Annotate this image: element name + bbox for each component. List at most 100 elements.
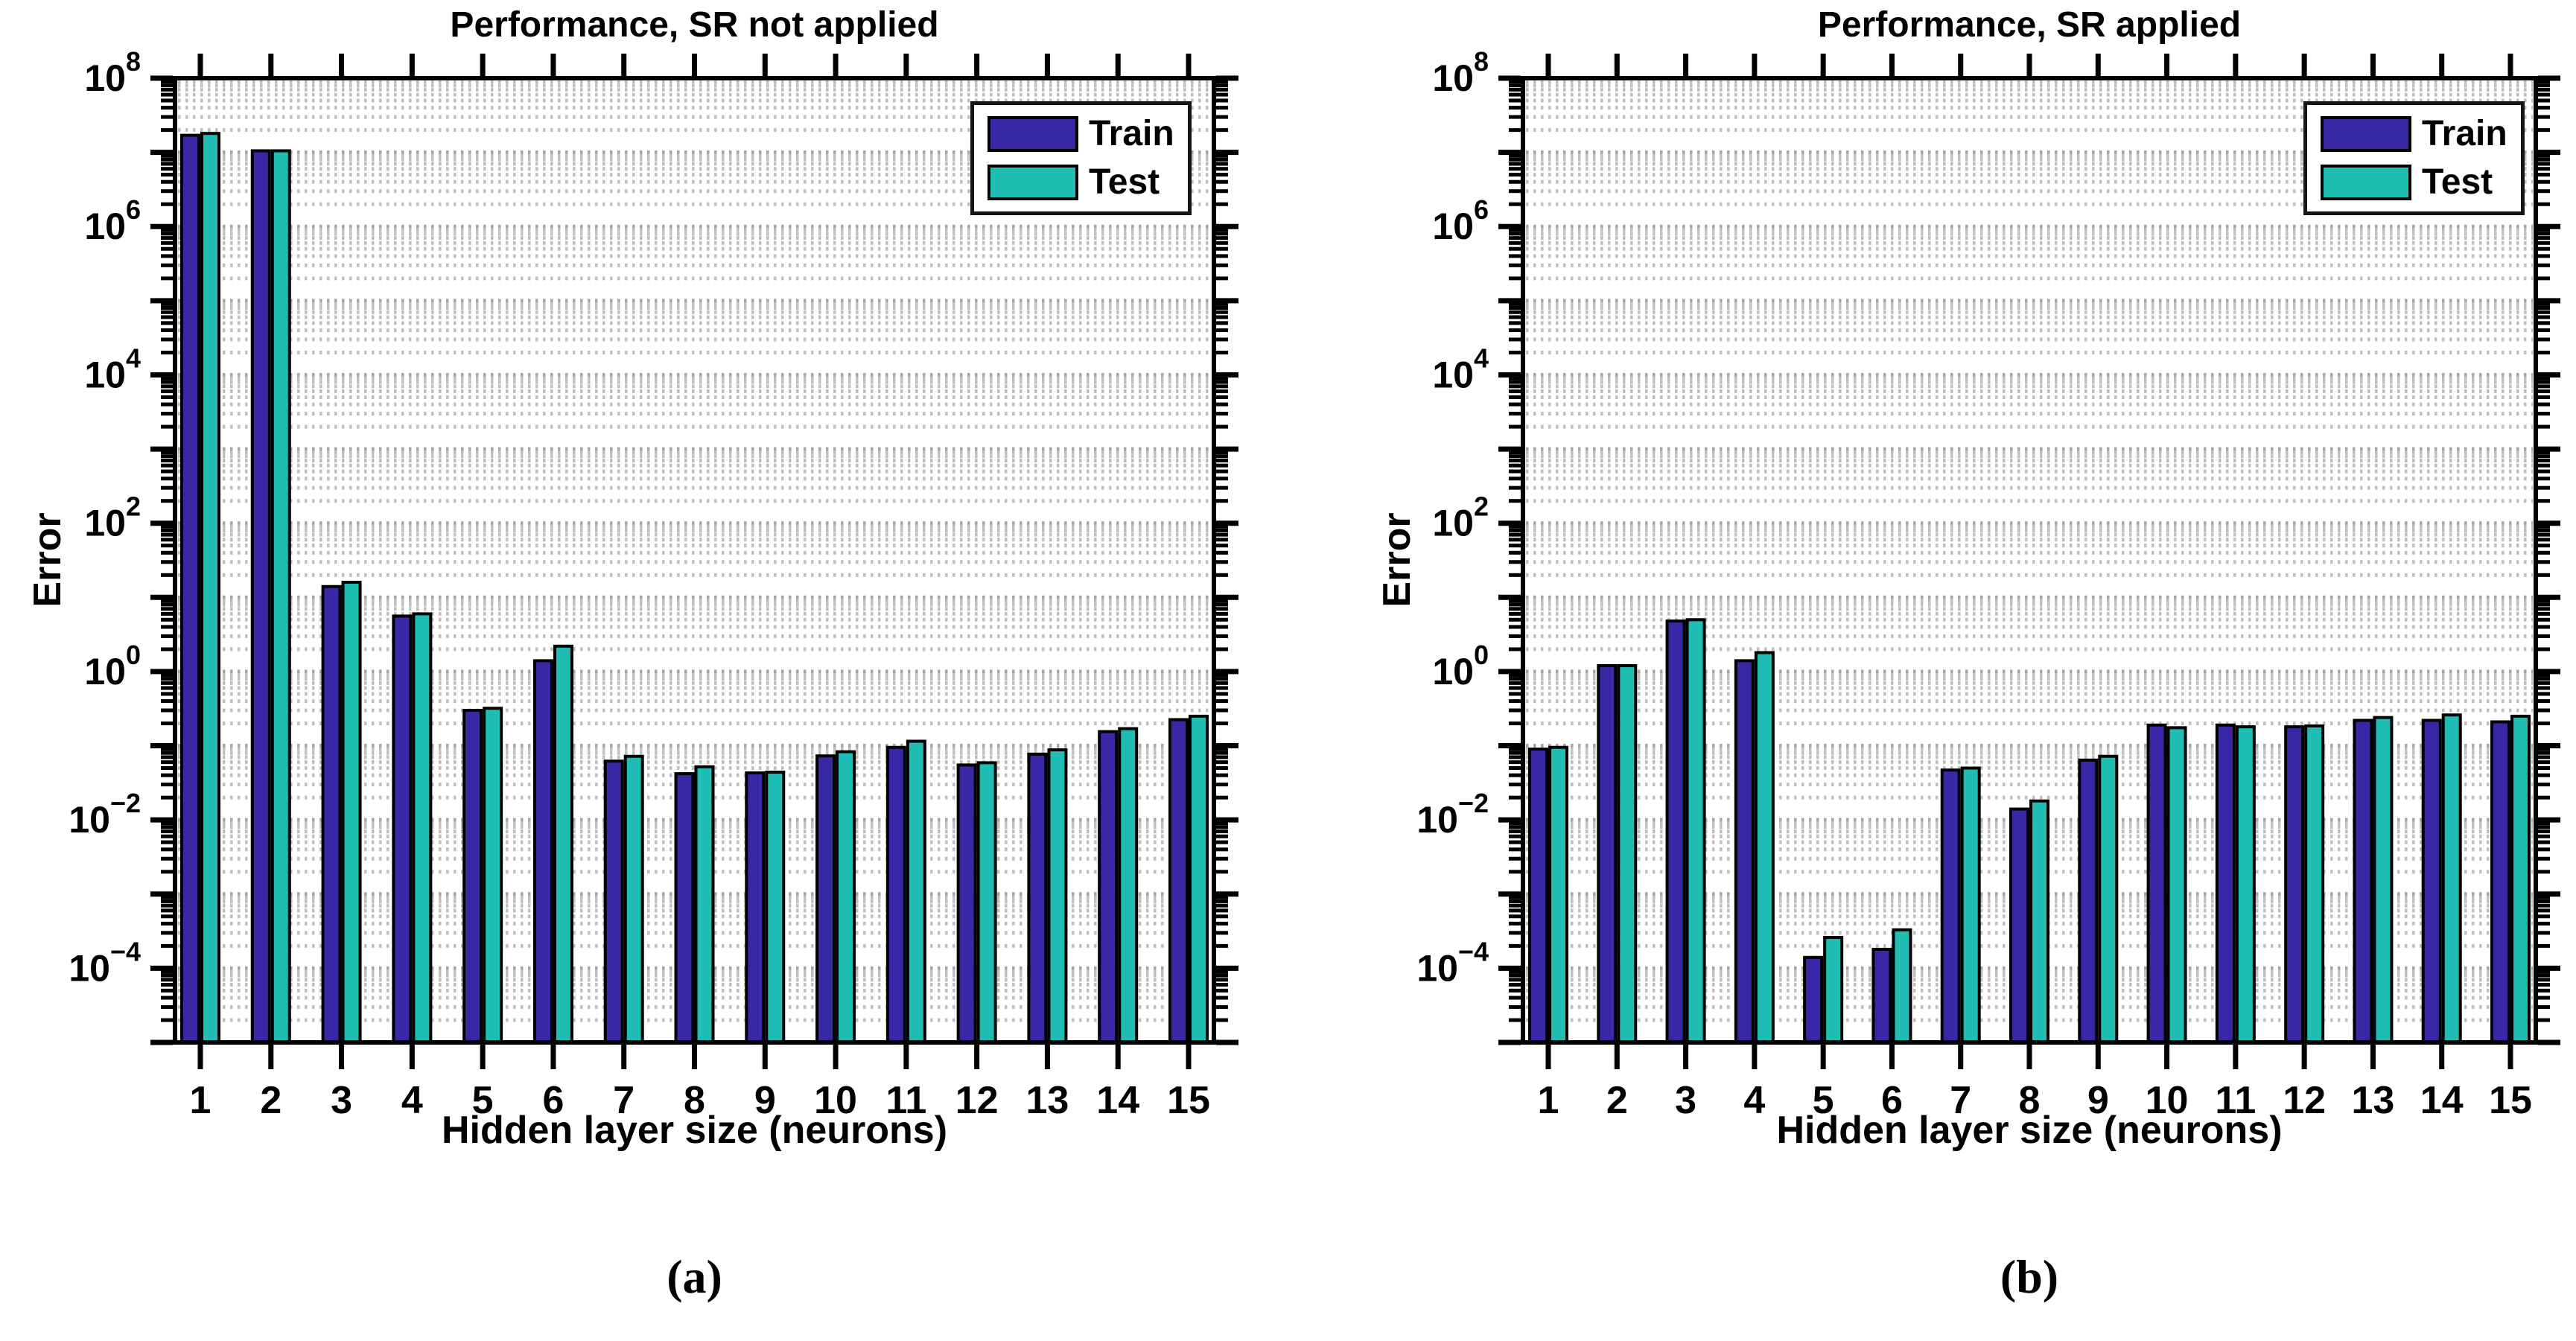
bar-test-14 — [1118, 727, 1139, 1044]
legend-label-test: Test — [2422, 162, 2493, 202]
plot-box — [1521, 76, 2538, 1045]
x-tick-label: 4 — [1743, 1079, 1765, 1122]
x-tick-label: 15 — [1167, 1079, 1210, 1122]
bar-train-15 — [2490, 720, 2510, 1045]
x-tick-label: 2 — [260, 1079, 282, 1122]
bar-test-8 — [2029, 799, 2049, 1044]
x-tick-label: 1 — [190, 1079, 212, 1122]
bar-train-1 — [180, 133, 200, 1044]
bar-train-13 — [2353, 719, 2373, 1045]
bar-test-12 — [2304, 724, 2325, 1045]
x-tick-label: 12 — [955, 1079, 999, 1122]
bar-train-2 — [1597, 664, 1618, 1044]
bar-test-10 — [836, 750, 856, 1045]
x-tick-label: 6 — [1881, 1079, 1903, 1122]
bar-train-4 — [1734, 659, 1755, 1044]
y-tick-label: 106 — [84, 194, 141, 247]
bar-test-7 — [623, 754, 644, 1045]
bar-train-5 — [1803, 955, 1824, 1044]
bar-train-7 — [603, 759, 624, 1044]
x-tick-label: 7 — [1950, 1079, 1971, 1122]
bar-train-15 — [1168, 718, 1189, 1045]
chart-b-title: Performance, SR applied — [1817, 5, 2242, 45]
bar-train-6 — [1871, 947, 1892, 1045]
bar-train-2 — [250, 149, 271, 1044]
x-tick-label: 5 — [472, 1079, 494, 1122]
bar-test-12 — [976, 761, 997, 1044]
x-tick-label: 7 — [613, 1079, 635, 1122]
y-tick-label: 100 — [1432, 640, 1489, 692]
chart-b-x-axis-label: Hidden layer size (neurons) — [1776, 1109, 2283, 1152]
y-tick-label: 100 — [84, 640, 141, 692]
bar-train-6 — [532, 659, 553, 1044]
x-tick-label: 12 — [2283, 1079, 2326, 1122]
bar-test-2 — [1617, 664, 1638, 1044]
x-tick-label: 14 — [2420, 1079, 2464, 1122]
x-tick-label: 6 — [542, 1079, 564, 1122]
x-tick-label: 8 — [2019, 1079, 2041, 1122]
bar-test-2 — [270, 149, 291, 1044]
bar-train-3 — [1665, 619, 1686, 1044]
bar-test-11 — [906, 739, 926, 1044]
x-tick-label: 1 — [1538, 1079, 1559, 1122]
bar-train-8 — [674, 772, 695, 1044]
y-tick-label: 102 — [84, 491, 141, 544]
bar-test-15 — [2510, 714, 2531, 1044]
legend-swatch-test — [2321, 165, 2411, 200]
legend-label-train: Train — [1089, 114, 1174, 153]
bar-train-11 — [885, 745, 906, 1044]
bar-test-5 — [1823, 936, 1844, 1044]
legend-row-train: Train — [2321, 116, 2507, 152]
bar-train-10 — [815, 754, 836, 1045]
legend-row-test: Test — [2321, 165, 2507, 200]
legend-swatch-train — [988, 116, 1078, 152]
bar-test-3 — [1685, 618, 1706, 1044]
x-tick-label: 8 — [684, 1079, 705, 1122]
bar-train-5 — [462, 709, 483, 1044]
bar-train-13 — [1027, 752, 1048, 1044]
bar-test-3 — [341, 580, 362, 1044]
chart-a-y-axis-label: Error — [26, 512, 69, 608]
bar-train-3 — [321, 585, 342, 1044]
x-tick-label: 9 — [2087, 1079, 2109, 1122]
bar-train-14 — [1098, 730, 1119, 1044]
bar-test-9 — [765, 771, 786, 1044]
chart-b-legend: Train Test — [2303, 101, 2525, 215]
x-tick-label: 5 — [1813, 1079, 1834, 1122]
bar-train-4 — [392, 614, 413, 1044]
y-tick-label: 10−4 — [69, 936, 141, 989]
bar-test-13 — [1047, 748, 1068, 1044]
bar-train-9 — [745, 771, 766, 1045]
y-tick-label: 104 — [1432, 343, 1489, 395]
y-tick-label: 10−2 — [69, 788, 141, 841]
bar-test-5 — [483, 707, 503, 1045]
bar-train-9 — [2078, 758, 2099, 1045]
chart-a-caption: (a) — [667, 1250, 722, 1303]
x-tick-label: 2 — [1606, 1079, 1628, 1122]
y-tick-label: 108 — [1432, 46, 1489, 99]
bar-test-14 — [2441, 713, 2462, 1044]
bar-train-8 — [2009, 807, 2029, 1045]
bar-test-6 — [1892, 928, 1912, 1045]
x-tick-label: 9 — [754, 1079, 776, 1122]
legend-label-train: Train — [2422, 114, 2507, 153]
bar-test-4 — [412, 612, 433, 1044]
legend-swatch-train — [2321, 116, 2411, 152]
bar-train-11 — [2215, 723, 2236, 1044]
legend-row-test: Test — [988, 165, 1174, 200]
chart-a-title: Performance, SR not applied — [450, 5, 939, 45]
bar-test-4 — [1754, 651, 1775, 1044]
x-tick-label: 3 — [331, 1079, 352, 1122]
x-tick-label: 3 — [1675, 1079, 1696, 1122]
bar-train-7 — [1940, 768, 1961, 1044]
y-tick-label: 106 — [1432, 194, 1489, 247]
bar-train-14 — [2421, 719, 2442, 1045]
bar-test-6 — [553, 644, 573, 1044]
x-tick-label: 11 — [885, 1079, 926, 1122]
bar-test-1 — [1548, 745, 1568, 1044]
x-tick-label: 13 — [1026, 1079, 1069, 1122]
chart-b-caption: (b) — [2000, 1250, 2059, 1303]
x-tick-label: 10 — [814, 1079, 857, 1122]
bar-test-8 — [694, 765, 715, 1044]
